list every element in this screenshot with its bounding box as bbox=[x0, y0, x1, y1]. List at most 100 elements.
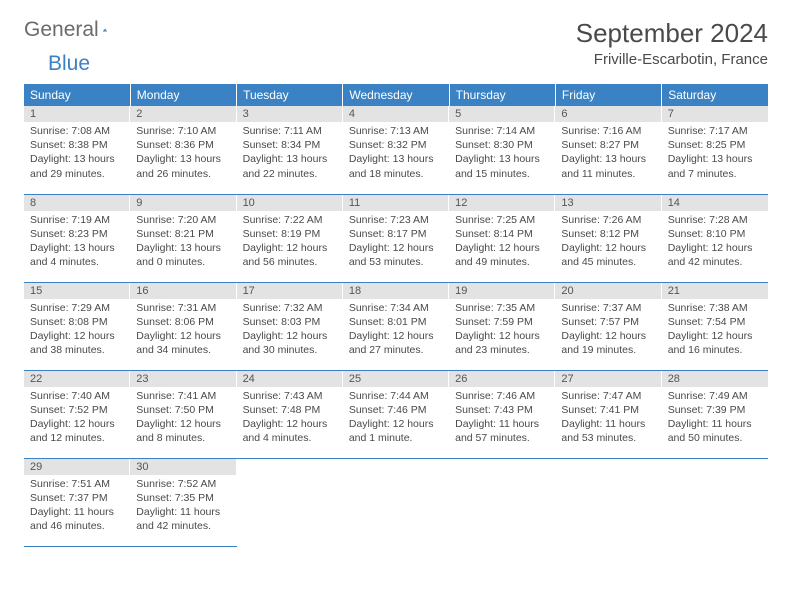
calendar-row: 15Sunrise: 7:29 AMSunset: 8:08 PMDayligh… bbox=[24, 282, 768, 370]
daylight-line: Daylight: 12 hours and 30 minutes. bbox=[243, 329, 337, 357]
sunrise-line: Sunrise: 7:38 AM bbox=[668, 301, 762, 315]
daylight-line: Daylight: 11 hours and 50 minutes. bbox=[668, 417, 762, 445]
day-cell-8: 8Sunrise: 7:19 AMSunset: 8:23 PMDaylight… bbox=[24, 194, 130, 282]
sunrise-line: Sunrise: 7:14 AM bbox=[455, 124, 549, 138]
sunrise-line: Sunrise: 7:51 AM bbox=[30, 477, 124, 491]
day-cell-16: 16Sunrise: 7:31 AMSunset: 8:06 PMDayligh… bbox=[130, 282, 236, 370]
day-body: Sunrise: 7:52 AMSunset: 7:35 PMDaylight:… bbox=[130, 475, 236, 534]
sunset-line: Sunset: 8:32 PM bbox=[349, 138, 443, 152]
sunset-line: Sunset: 7:39 PM bbox=[668, 403, 762, 417]
dow-thursday: Thursday bbox=[449, 84, 555, 106]
day-body: Sunrise: 7:35 AMSunset: 7:59 PMDaylight:… bbox=[449, 299, 555, 358]
day-body: Sunrise: 7:31 AMSunset: 8:06 PMDaylight:… bbox=[130, 299, 236, 358]
day-number: 14 bbox=[662, 195, 768, 211]
day-cell-17: 17Sunrise: 7:32 AMSunset: 8:03 PMDayligh… bbox=[237, 282, 343, 370]
day-cell-7: 7Sunrise: 7:17 AMSunset: 8:25 PMDaylight… bbox=[662, 106, 768, 194]
day-cell-20: 20Sunrise: 7:37 AMSunset: 7:57 PMDayligh… bbox=[555, 282, 661, 370]
sunrise-line: Sunrise: 7:29 AM bbox=[30, 301, 124, 315]
day-number: 30 bbox=[130, 459, 236, 475]
day-number: 5 bbox=[449, 106, 555, 122]
daylight-line: Daylight: 11 hours and 42 minutes. bbox=[136, 505, 230, 533]
calendar-row: 29Sunrise: 7:51 AMSunset: 7:37 PMDayligh… bbox=[24, 458, 768, 546]
sunset-line: Sunset: 7:48 PM bbox=[243, 403, 337, 417]
day-cell-21: 21Sunrise: 7:38 AMSunset: 7:54 PMDayligh… bbox=[662, 282, 768, 370]
sunrise-line: Sunrise: 7:44 AM bbox=[349, 389, 443, 403]
day-body: Sunrise: 7:11 AMSunset: 8:34 PMDaylight:… bbox=[237, 122, 343, 181]
sunset-line: Sunset: 8:17 PM bbox=[349, 227, 443, 241]
logo-sail-icon bbox=[103, 21, 107, 39]
sunset-line: Sunset: 8:08 PM bbox=[30, 315, 124, 329]
sunrise-line: Sunrise: 7:49 AM bbox=[668, 389, 762, 403]
sunrise-line: Sunrise: 7:16 AM bbox=[561, 124, 655, 138]
logo-text-blue: Blue bbox=[48, 52, 90, 76]
sunrise-line: Sunrise: 7:11 AM bbox=[243, 124, 337, 138]
dow-monday: Monday bbox=[130, 84, 236, 106]
daylight-line: Daylight: 12 hours and 49 minutes. bbox=[455, 241, 549, 269]
day-number: 16 bbox=[130, 283, 236, 299]
day-cell-1: 1Sunrise: 7:08 AMSunset: 8:38 PMDaylight… bbox=[24, 106, 130, 194]
sunrise-line: Sunrise: 7:46 AM bbox=[455, 389, 549, 403]
daylight-line: Daylight: 13 hours and 26 minutes. bbox=[136, 152, 230, 180]
day-number: 26 bbox=[449, 371, 555, 387]
sunrise-line: Sunrise: 7:13 AM bbox=[349, 124, 443, 138]
sunrise-line: Sunrise: 7:35 AM bbox=[455, 301, 549, 315]
empty-cell bbox=[449, 458, 555, 546]
dow-sunday: Sunday bbox=[24, 84, 130, 106]
empty-cell bbox=[555, 458, 661, 546]
sunrise-line: Sunrise: 7:43 AM bbox=[243, 389, 337, 403]
day-cell-29: 29Sunrise: 7:51 AMSunset: 7:37 PMDayligh… bbox=[24, 458, 130, 546]
day-number: 7 bbox=[662, 106, 768, 122]
title-block: September 2024 Friville-Escarbotin, Fran… bbox=[576, 18, 768, 68]
daylight-line: Daylight: 13 hours and 11 minutes. bbox=[561, 152, 655, 180]
daylight-line: Daylight: 12 hours and 27 minutes. bbox=[349, 329, 443, 357]
sunset-line: Sunset: 7:35 PM bbox=[136, 491, 230, 505]
day-body: Sunrise: 7:46 AMSunset: 7:43 PMDaylight:… bbox=[449, 387, 555, 446]
sunset-line: Sunset: 8:19 PM bbox=[243, 227, 337, 241]
day-cell-30: 30Sunrise: 7:52 AMSunset: 7:35 PMDayligh… bbox=[130, 458, 236, 546]
daylight-line: Daylight: 13 hours and 22 minutes. bbox=[243, 152, 337, 180]
sunrise-line: Sunrise: 7:25 AM bbox=[455, 213, 549, 227]
day-body: Sunrise: 7:17 AMSunset: 8:25 PMDaylight:… bbox=[662, 122, 768, 181]
sunset-line: Sunset: 7:52 PM bbox=[30, 403, 124, 417]
day-body: Sunrise: 7:49 AMSunset: 7:39 PMDaylight:… bbox=[662, 387, 768, 446]
sunset-line: Sunset: 8:30 PM bbox=[455, 138, 549, 152]
daylight-line: Daylight: 12 hours and 4 minutes. bbox=[243, 417, 337, 445]
sunrise-line: Sunrise: 7:47 AM bbox=[561, 389, 655, 403]
day-body: Sunrise: 7:41 AMSunset: 7:50 PMDaylight:… bbox=[130, 387, 236, 446]
sunrise-line: Sunrise: 7:31 AM bbox=[136, 301, 230, 315]
day-body: Sunrise: 7:37 AMSunset: 7:57 PMDaylight:… bbox=[555, 299, 661, 358]
day-body: Sunrise: 7:10 AMSunset: 8:36 PMDaylight:… bbox=[130, 122, 236, 181]
day-cell-28: 28Sunrise: 7:49 AMSunset: 7:39 PMDayligh… bbox=[662, 370, 768, 458]
sunrise-line: Sunrise: 7:17 AM bbox=[668, 124, 762, 138]
day-cell-25: 25Sunrise: 7:44 AMSunset: 7:46 PMDayligh… bbox=[343, 370, 449, 458]
day-body: Sunrise: 7:23 AMSunset: 8:17 PMDaylight:… bbox=[343, 211, 449, 270]
day-cell-23: 23Sunrise: 7:41 AMSunset: 7:50 PMDayligh… bbox=[130, 370, 236, 458]
day-number: 6 bbox=[555, 106, 661, 122]
calendar-body: 1 Sunrise: 7:08 AMSunset: 8:38 PM Daylight… bbox=[24, 106, 768, 546]
daylight-line: Daylight: 11 hours and 57 minutes. bbox=[455, 417, 549, 445]
daylight-line: Daylight: 12 hours and 45 minutes. bbox=[561, 241, 655, 269]
day-number: 22 bbox=[24, 371, 130, 387]
day-number: 24 bbox=[237, 371, 343, 387]
sunset-line: Sunset: 8:01 PM bbox=[349, 315, 443, 329]
daylight-line: Daylight: 12 hours and 23 minutes. bbox=[455, 329, 549, 357]
sunrise-line: Sunrise: 7:08 AM bbox=[30, 124, 124, 138]
sunrise-line: Sunrise: 7:40 AM bbox=[30, 389, 124, 403]
sunset-line: Sunset: 8:25 PM bbox=[668, 138, 762, 152]
day-number: 18 bbox=[343, 283, 449, 299]
day-body: Sunrise: 7:29 AMSunset: 8:08 PMDaylight:… bbox=[24, 299, 130, 358]
day-number: 11 bbox=[343, 195, 449, 211]
day-cell-5: 5Sunrise: 7:14 AMSunset: 8:30 PMDaylight… bbox=[449, 106, 555, 194]
day-body: Sunrise: 7:13 AMSunset: 8:32 PMDaylight:… bbox=[343, 122, 449, 181]
day-cell-18: 18Sunrise: 7:34 AMSunset: 8:01 PMDayligh… bbox=[343, 282, 449, 370]
day-number: 21 bbox=[662, 283, 768, 299]
day-body: Sunrise: 7:51 AMSunset: 7:37 PMDaylight:… bbox=[24, 475, 130, 534]
day-number: 15 bbox=[24, 283, 130, 299]
daylight-line: Daylight: 13 hours and 7 minutes. bbox=[668, 152, 762, 180]
day-number: 1 bbox=[24, 106, 130, 122]
sunset-line: Sunset: 8:06 PM bbox=[136, 315, 230, 329]
sunset-line: Sunset: 8:38 PM bbox=[30, 138, 124, 152]
day-cell-2: 2Sunrise: 7:10 AMSunset: 8:36 PMDaylight… bbox=[130, 106, 236, 194]
sunset-line: Sunset: 8:03 PM bbox=[243, 315, 337, 329]
sunset-line: Sunset: 7:43 PM bbox=[455, 403, 549, 417]
